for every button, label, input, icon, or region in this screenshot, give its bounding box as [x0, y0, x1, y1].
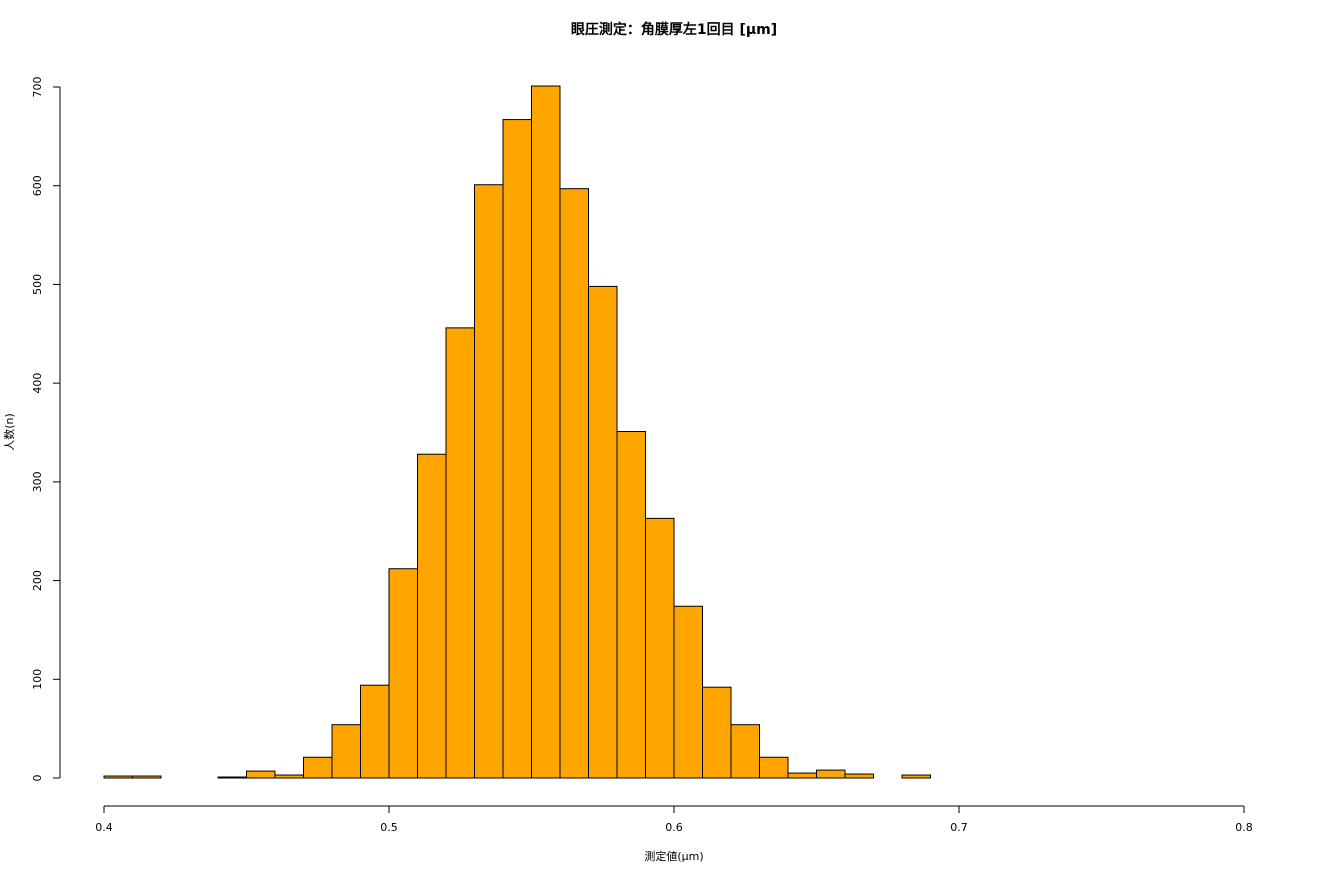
bar: [759, 756, 789, 779]
bar: [844, 773, 874, 779]
chart-title: 眼圧測定：角膜厚左1回目 [μm]: [571, 21, 777, 38]
y-tick-label: 500: [31, 274, 44, 295]
bar: [901, 774, 931, 779]
y-tick-label: 0: [31, 775, 44, 782]
y-tick-label: 300: [31, 471, 44, 492]
x-tick-label: 0.8: [1235, 821, 1253, 834]
bar: [303, 756, 333, 779]
x-tick-label: 0.4: [95, 821, 113, 834]
bar: [616, 431, 646, 779]
bar: [417, 453, 447, 779]
bar: [816, 769, 846, 779]
y-tick-label: 600: [31, 175, 44, 196]
x-tick-label: 0.6: [665, 821, 683, 834]
bar: [474, 184, 504, 779]
x-axis-label: 測定値(μm): [644, 849, 703, 863]
bar: [588, 285, 618, 779]
x-tick-label: 0.5: [380, 821, 398, 834]
bar: [274, 774, 304, 779]
y-tick-label: 400: [31, 373, 44, 394]
bar: [502, 119, 532, 779]
bar: [132, 775, 162, 779]
y-tick-label: 200: [31, 570, 44, 591]
bar: [360, 684, 390, 779]
bar: [217, 776, 247, 779]
bar: [388, 568, 418, 779]
bar: [445, 327, 475, 779]
bar: [331, 724, 361, 779]
bar: [559, 188, 589, 779]
bar: [103, 775, 133, 779]
bar: [246, 770, 276, 779]
y-tick-label: 700: [31, 77, 44, 98]
bar: [673, 605, 703, 779]
bar: [787, 772, 817, 779]
bar: [702, 686, 732, 779]
bar: [730, 724, 760, 779]
bar: [531, 85, 561, 779]
bar: [645, 517, 675, 779]
x-tick-label: 0.7: [950, 821, 968, 834]
y-axis-label: 人数(n): [3, 413, 16, 451]
y-tick-label: 100: [31, 669, 44, 690]
